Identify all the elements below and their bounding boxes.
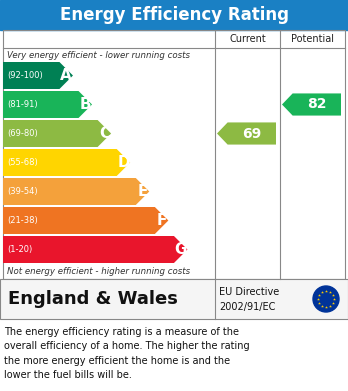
Text: Potential: Potential xyxy=(291,34,334,44)
Polygon shape xyxy=(282,93,341,116)
Text: (21-38): (21-38) xyxy=(7,216,38,225)
Text: (81-91): (81-91) xyxy=(7,100,38,109)
Text: G: G xyxy=(174,242,187,257)
Polygon shape xyxy=(3,62,73,89)
Text: 69: 69 xyxy=(242,127,261,140)
Text: 2002/91/EC: 2002/91/EC xyxy=(219,302,275,312)
Text: B: B xyxy=(79,97,91,112)
Text: F: F xyxy=(156,213,167,228)
Text: Current: Current xyxy=(229,34,266,44)
Polygon shape xyxy=(217,122,276,145)
Text: Energy Efficiency Rating: Energy Efficiency Rating xyxy=(60,6,288,24)
Polygon shape xyxy=(3,91,92,118)
Text: Not energy efficient - higher running costs: Not energy efficient - higher running co… xyxy=(7,267,190,276)
Circle shape xyxy=(313,286,339,312)
Text: (55-68): (55-68) xyxy=(7,158,38,167)
Text: (39-54): (39-54) xyxy=(7,187,38,196)
Text: A: A xyxy=(60,68,72,83)
Polygon shape xyxy=(3,207,168,234)
Text: The energy efficiency rating is a measure of the
overall efficiency of a home. T: The energy efficiency rating is a measur… xyxy=(4,327,250,380)
Polygon shape xyxy=(3,149,130,176)
Text: (69-80): (69-80) xyxy=(7,129,38,138)
Text: C: C xyxy=(99,126,110,141)
Text: (92-100): (92-100) xyxy=(7,71,43,80)
Text: D: D xyxy=(117,155,130,170)
Bar xyxy=(0,279,348,319)
Text: E: E xyxy=(137,184,148,199)
Polygon shape xyxy=(3,236,188,263)
Text: (1-20): (1-20) xyxy=(7,245,32,254)
Text: Very energy efficient - lower running costs: Very energy efficient - lower running co… xyxy=(7,50,190,59)
Polygon shape xyxy=(3,120,111,147)
Bar xyxy=(3,30,345,279)
Polygon shape xyxy=(3,178,149,205)
Text: EU Directive: EU Directive xyxy=(219,287,279,297)
Text: England & Wales: England & Wales xyxy=(8,290,178,308)
Bar xyxy=(0,0,348,30)
Text: 82: 82 xyxy=(307,97,326,111)
